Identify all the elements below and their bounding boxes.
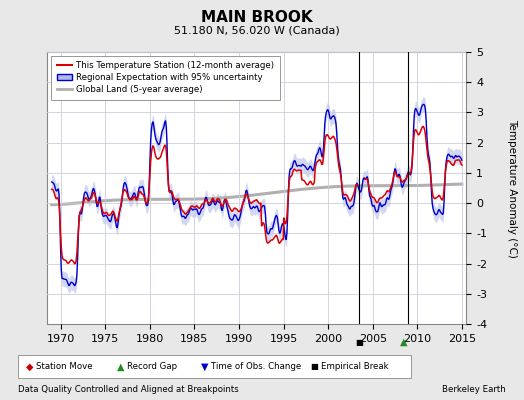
Text: ◆: ◆: [26, 362, 34, 371]
Text: ▲: ▲: [400, 337, 408, 347]
Text: ■: ■: [310, 362, 319, 371]
Y-axis label: Temperature Anomaly (°C): Temperature Anomaly (°C): [507, 118, 517, 258]
Text: Berkeley Earth: Berkeley Earth: [442, 385, 506, 394]
Text: ▲: ▲: [117, 362, 124, 371]
Text: Empirical Break: Empirical Break: [321, 362, 388, 371]
Text: Time of Obs. Change: Time of Obs. Change: [211, 362, 301, 371]
Text: ▼: ▼: [201, 362, 208, 371]
Legend: This Temperature Station (12-month average), Regional Expectation with 95% uncer: This Temperature Station (12-month avera…: [51, 56, 280, 100]
Text: Data Quality Controlled and Aligned at Breakpoints: Data Quality Controlled and Aligned at B…: [18, 385, 239, 394]
Text: 51.180 N, 56.020 W (Canada): 51.180 N, 56.020 W (Canada): [174, 25, 340, 35]
Text: Station Move: Station Move: [36, 362, 93, 371]
Text: Record Gap: Record Gap: [127, 362, 177, 371]
Text: MAIN BROOK: MAIN BROOK: [201, 10, 313, 25]
Text: ■: ■: [355, 338, 363, 346]
